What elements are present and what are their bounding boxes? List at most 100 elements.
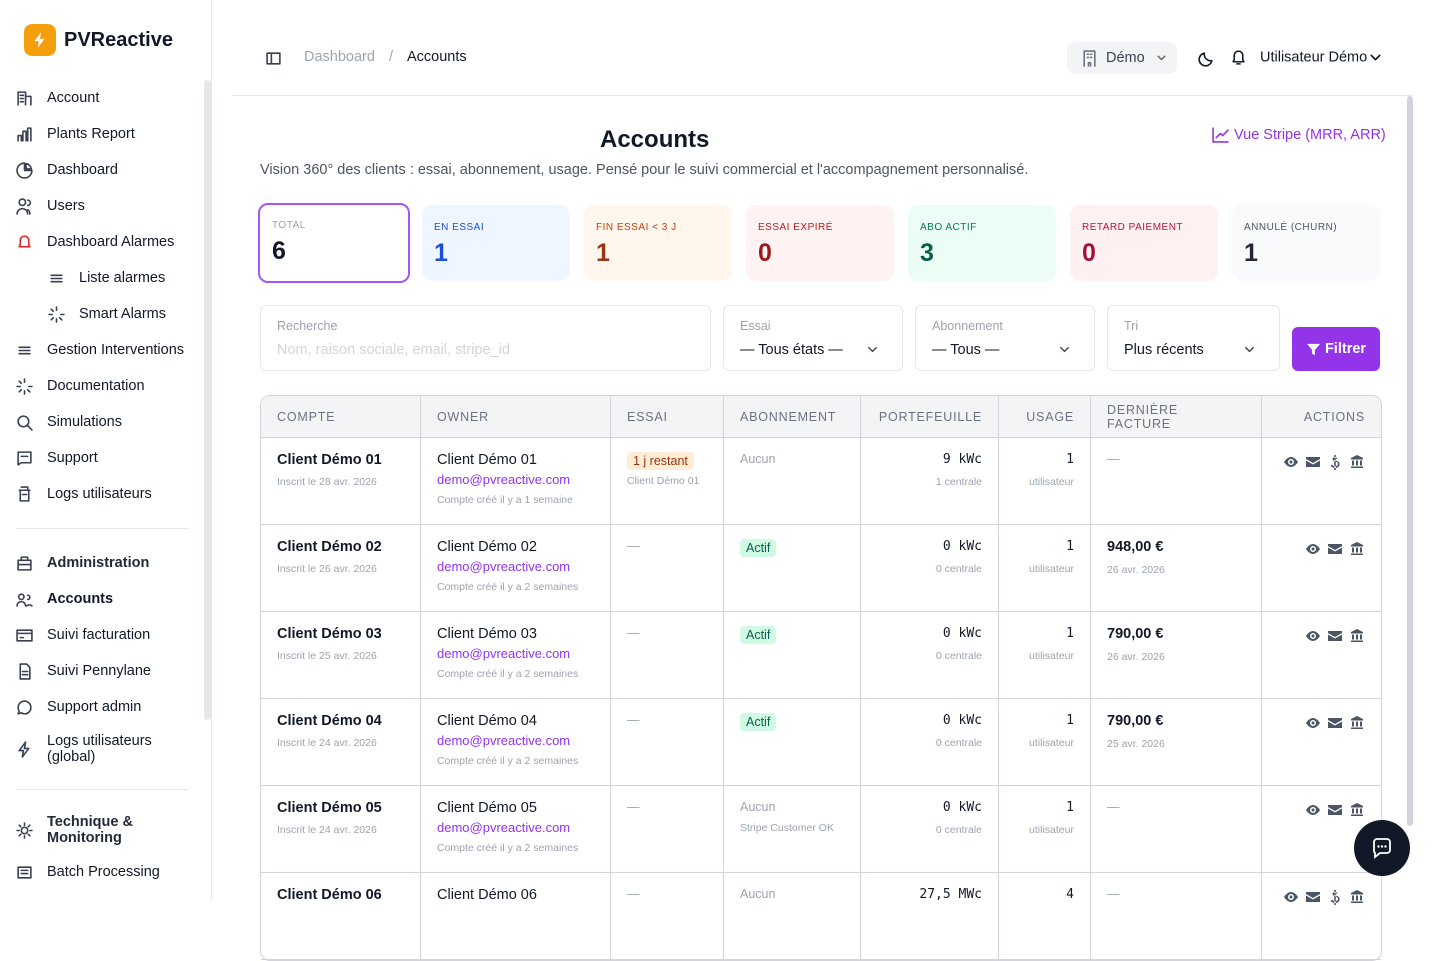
invoice-date: 26 avr. 2026 <box>1107 564 1165 576</box>
filter-tri[interactable]: Tri Plus récents <box>1107 305 1280 371</box>
sidebar-toggle[interactable] <box>265 50 282 72</box>
cell <box>1261 438 1381 525</box>
icon[interactable] <box>1305 889 1321 905</box>
nav-item[interactable]: Dashboard <box>16 152 196 188</box>
nav-item[interactable]: Support admin <box>16 689 196 725</box>
icon[interactable] <box>1283 889 1299 905</box>
account-name[interactable]: Client Démo 02 <box>277 539 382 555</box>
icon[interactable] <box>1327 802 1343 818</box>
column-header: ESSAI <box>610 396 723 438</box>
nav-item[interactable]: Logs utilisateurs (global) <box>16 725 196 773</box>
stat-card[interactable]: EN ESSAI 1 <box>422 205 570 281</box>
theme-toggle[interactable] <box>1198 50 1215 72</box>
owner-email[interactable]: demo@pvreactive.com <box>437 733 571 748</box>
owner-email[interactable]: demo@pvreactive.com <box>437 559 571 574</box>
nav-label: Smart Alarms <box>79 306 167 322</box>
nav-label: Support <box>47 450 98 466</box>
nav-item[interactable]: Accounts <box>16 581 196 617</box>
nav-item[interactable]: Plants Report <box>16 116 196 152</box>
stat-value: 1 <box>596 239 610 267</box>
account-registered: Inscrit le 25 avr. 2026 <box>277 650 377 662</box>
invoice-amount: 790,00 € <box>1107 626 1164 642</box>
cell: Client Démo 01 demo@pvreactive.com Compte … <box>420 438 610 525</box>
filter-abonnement[interactable]: Abonnement — Tous — <box>915 305 1095 371</box>
brand[interactable]: PVReactive <box>24 24 173 56</box>
nav-item[interactable]: Suivi Pennylane <box>16 653 196 689</box>
usage-unit: utilisateur <box>1029 476 1074 488</box>
stat-label: RETARD PAIEMENT <box>1082 222 1184 233</box>
icon[interactable] <box>1327 628 1343 644</box>
filter-button[interactable]: Filtrer <box>1292 327 1380 371</box>
icon[interactable] <box>1327 889 1343 905</box>
notifications[interactable] <box>1230 49 1247 71</box>
icon <box>16 377 33 395</box>
icon[interactable] <box>1349 454 1365 470</box>
chat-button[interactable] <box>1354 820 1410 876</box>
organization-select[interactable]: Démo <box>1067 42 1177 74</box>
filter-search[interactable]: Recherche Nom, raison sociale, email, str… <box>260 305 711 371</box>
nav-item[interactable]: Dashboard Alarmes <box>16 224 196 260</box>
nav-item[interactable]: Users <box>16 188 196 224</box>
owner-email[interactable]: demo@pvreactive.com <box>437 646 571 661</box>
icon[interactable] <box>1327 715 1343 731</box>
nav-item[interactable]: Support <box>16 440 196 476</box>
nav-item[interactable]: Suivi facturation <box>16 617 196 653</box>
account-name[interactable]: Client Démo 05 <box>277 800 382 816</box>
nav-item[interactable]: Batch Processing <box>16 854 196 890</box>
account-name[interactable]: Client Démo 03 <box>277 626 382 642</box>
nav-item[interactable]: Documentation <box>16 368 196 404</box>
cell: Client Démo 02 demo@pvreactive.com Compte … <box>420 525 610 612</box>
stat-card[interactable]: TOTAL 6 <box>258 203 410 283</box>
nav-item[interactable]: Logs utilisateurs <box>16 476 196 512</box>
icon[interactable] <box>1305 454 1321 470</box>
icon[interactable] <box>1283 454 1299 470</box>
nav-subitem[interactable]: Smart Alarms <box>16 296 196 332</box>
account-name[interactable]: Client Démo 04 <box>277 713 382 729</box>
cell: 948,00 € 26 avr. 2026 <box>1090 525 1261 612</box>
nav-section[interactable]: Administration <box>16 545 196 581</box>
icon <box>16 628 33 642</box>
breadcrumb-item[interactable]: Dashboard <box>304 49 375 65</box>
stripe-link[interactable]: Vue Stripe (MRR, ARR) <box>1212 126 1386 143</box>
nav-label: Gestion Interventions <box>47 342 185 358</box>
icon[interactable] <box>1349 889 1365 905</box>
icon[interactable] <box>31 31 49 49</box>
icon[interactable] <box>1305 541 1321 557</box>
icon[interactable] <box>1349 715 1365 731</box>
stat-card[interactable]: FIN ESSAI < 3 J 1 <box>584 205 732 281</box>
filter-essai[interactable]: Essai — Tous états — <box>723 305 903 371</box>
account-created: Compte créé il y a 2 semaines <box>437 668 579 680</box>
nav-subitem[interactable]: Liste alarmes <box>16 260 196 296</box>
stat-card[interactable]: ESSAI EXPIRÉ 0 <box>746 205 894 281</box>
account-name[interactable]: Client Démo 06 <box>277 887 382 903</box>
stat-card[interactable]: ANNULÉ (CHURN) 1 <box>1232 205 1380 281</box>
stat-label: FIN ESSAI < 3 J <box>596 222 677 233</box>
icon[interactable] <box>1305 802 1321 818</box>
account-registered: Inscrit le 28 avr. 2026 <box>277 476 377 488</box>
icon[interactable] <box>1349 628 1365 644</box>
stat-card[interactable]: RETARD PAIEMENT 0 <box>1070 205 1218 281</box>
cell: Client Démo 03 Inscrit le 25 avr. 2026 <box>261 612 420 699</box>
trial-badge: 1 j restant <box>627 452 694 470</box>
icon[interactable] <box>1327 454 1343 470</box>
owner-email[interactable]: demo@pvreactive.com <box>437 472 571 487</box>
icon <box>17 555 32 571</box>
icon[interactable] <box>1349 802 1365 818</box>
stat-card[interactable]: ABO ACTIF 3 <box>908 205 1056 281</box>
icon[interactable] <box>1306 342 1321 357</box>
icon[interactable] <box>1305 628 1321 644</box>
icon[interactable] <box>1305 715 1321 731</box>
breadcrumb: Dashboard / Accounts <box>304 49 467 65</box>
account-name[interactable]: Client Démo 01 <box>277 452 382 468</box>
stat-value: 0 <box>1082 239 1096 267</box>
filter-label: Essai <box>740 319 771 333</box>
nav-section[interactable]: Technique & Monitoring <box>16 806 196 854</box>
nav-item[interactable]: Gestion Interventions <box>16 332 196 368</box>
user-menu[interactable]: Utilisateur Démo <box>1260 49 1384 66</box>
owner-email[interactable]: demo@pvreactive.com <box>437 820 571 835</box>
nav-item[interactable]: Simulations <box>16 404 196 440</box>
cell: 0 kWc 0 centrale <box>860 612 998 699</box>
icon[interactable] <box>1327 541 1343 557</box>
icon[interactable] <box>1349 541 1365 557</box>
nav-item[interactable]: Account <box>16 80 196 116</box>
